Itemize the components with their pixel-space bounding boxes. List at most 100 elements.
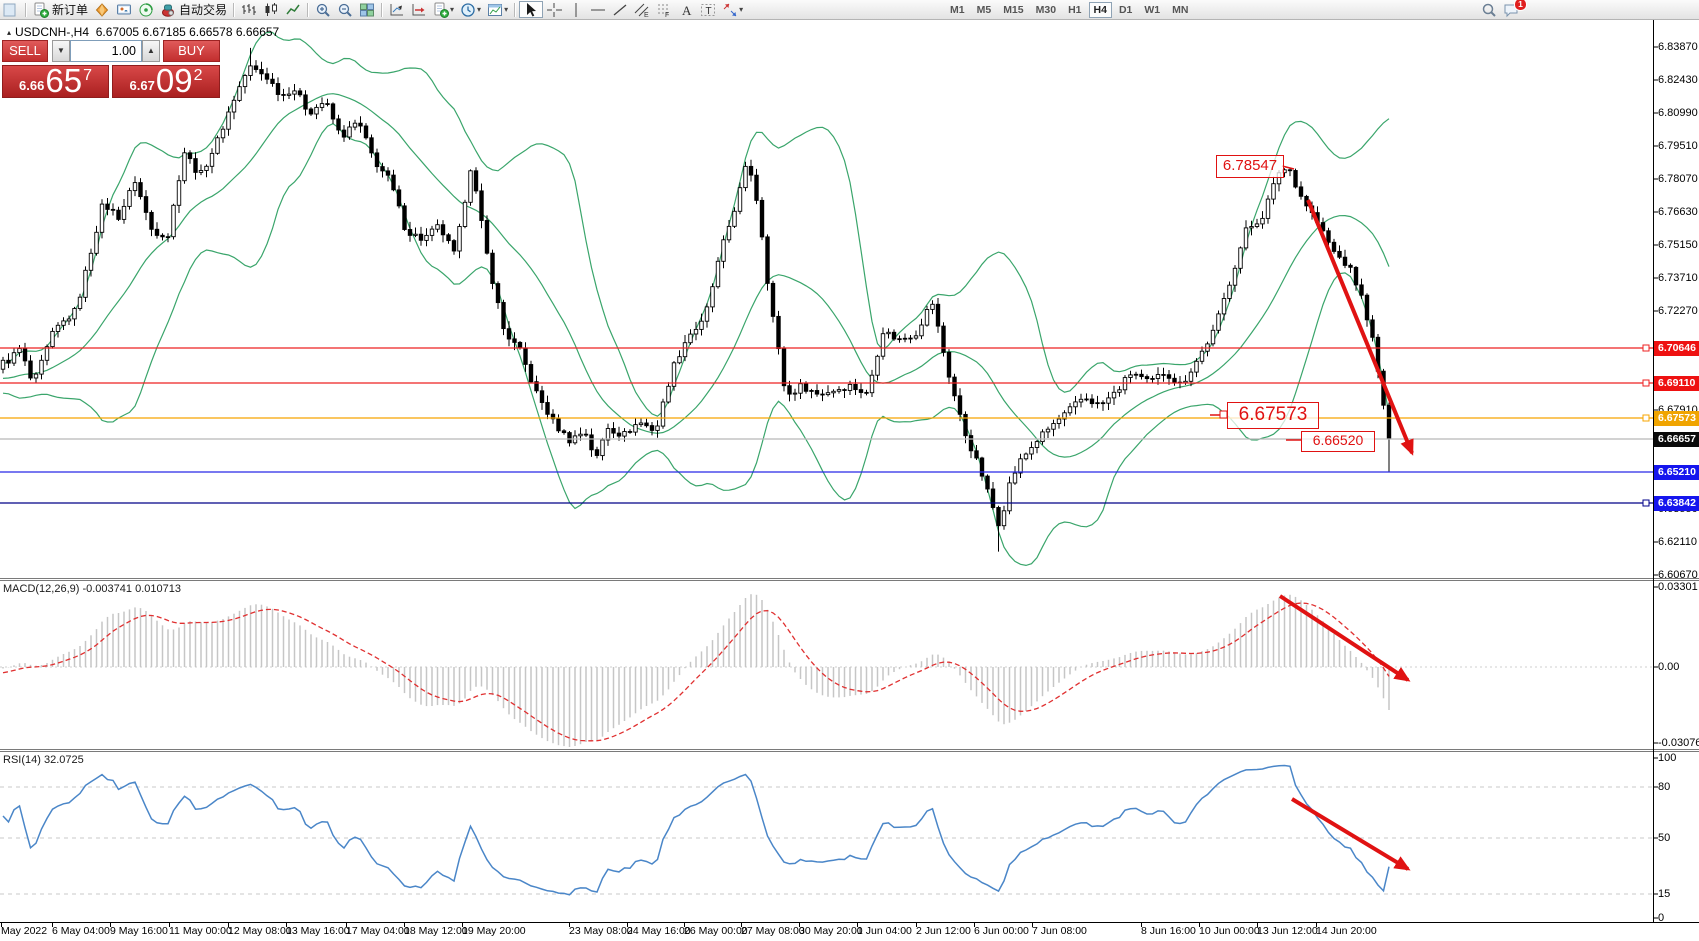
zoom-in-button[interactable] (312, 0, 334, 19)
sell-button[interactable]: SELL (2, 40, 48, 62)
trendline-button[interactable] (609, 0, 631, 19)
candlestick-chart-button[interactable] (260, 0, 282, 19)
x-axis-label: 13 Jun 12:00 (1257, 925, 1318, 937)
timeframe-toolbar: M1 M5 M15 M30 H1 H4 D1 W1 MN (944, 0, 1194, 19)
svg-text:F: F (665, 12, 669, 18)
add-indicator-button[interactable]: ▾ (430, 0, 457, 19)
chart-ohlc-values: 6.67005 6.67185 6.66578 6.66657 (95, 25, 280, 39)
macd-axis-label: 0.03301 (1658, 581, 1698, 593)
y-axis-label: 6.60670 (1658, 569, 1698, 581)
indicators-list-icon[interactable] (91, 0, 113, 19)
chart-symbol-period: USDCNH-,H4 (15, 25, 90, 39)
x-axis-label: 11 May 00:00 (169, 925, 232, 937)
timeframe-d1-button[interactable]: D1 (1118, 3, 1133, 16)
y-axis-label: 6.82430 (1658, 74, 1698, 86)
chart-shift-button[interactable] (408, 0, 430, 19)
svg-text:E: E (644, 12, 649, 18)
toolbar-left-group: 新订单 自动交易 ▾ ▾ ▾ E F A T ▾ (0, 0, 746, 19)
market-watch-icon[interactable] (113, 0, 135, 19)
line-chart-button[interactable] (282, 0, 304, 19)
auto-scroll-button[interactable] (386, 0, 408, 19)
timeframe-w1-button[interactable]: W1 (1144, 3, 1161, 16)
x-axis-label: 26 May 00:00 (684, 925, 748, 937)
tile-windows-button[interactable] (356, 0, 378, 19)
search-icon[interactable] (1478, 0, 1500, 19)
toolbar-right-group: 1 (1478, 0, 1527, 19)
toolbar-separator (381, 2, 384, 17)
x-axis-label: 23 May 08:00 (569, 925, 633, 937)
notifications-icon[interactable]: 1 (1500, 0, 1527, 19)
crosshair-button[interactable] (543, 0, 565, 19)
timeframe-h4-button[interactable]: H4 (1088, 1, 1112, 18)
macd-axis-label: 0.00 (1658, 661, 1680, 673)
svg-text:A: A (682, 3, 692, 18)
one-click-top-row: SELL ▼ 1.00 ▲ BUY (2, 40, 220, 62)
price-annotation[interactable]: 6.78547 (1216, 155, 1284, 178)
x-axis-label: 1 Jun 04:00 (857, 925, 912, 937)
symbol-marker-icon: ▴ (7, 28, 12, 37)
y-axis-label: 6.79510 (1658, 140, 1698, 152)
x-axis-label: 18 May 12:00 (404, 925, 468, 937)
x-axis-label: 10 Jun 00:00 (1199, 925, 1260, 937)
timeframe-m15-button[interactable]: M15 (1003, 3, 1024, 16)
arrows-button[interactable]: ▾ (719, 0, 746, 19)
price-annotation[interactable]: 6.67573 (1227, 402, 1319, 429)
vertical-line-button[interactable] (565, 0, 587, 19)
timeframe-m30-button[interactable]: M30 (1035, 3, 1057, 16)
x-axis-label: 6 Jun 00:00 (974, 925, 1029, 937)
svg-text:T: T (706, 6, 712, 17)
text-button[interactable]: A (675, 0, 697, 19)
y-axis-label: 6.62110 (1658, 536, 1697, 548)
x-axis-label: 9 May 16:00 (110, 925, 168, 937)
buy-price-pip: 2 (193, 67, 203, 84)
volume-decrease-button[interactable]: ▼ (52, 40, 70, 62)
x-axis-label: 13 May 16:00 (286, 925, 350, 937)
toolbar-separator (307, 2, 310, 17)
x-axis-label: 19 May 20:00 (462, 925, 526, 937)
text-label-button[interactable]: T (697, 0, 719, 19)
chart-fragment-icon (0, 0, 22, 19)
price-tag: 6.63842 (1654, 496, 1699, 511)
price-annotation[interactable]: 6.66520 (1301, 431, 1375, 452)
volume-input[interactable]: 1.00 (70, 40, 142, 62)
buy-button[interactable]: BUY (163, 40, 220, 62)
sell-price-main: 65 (45, 62, 83, 99)
buy-price-button[interactable]: 6.67 09 2 (112, 64, 220, 98)
bar-chart-button[interactable] (238, 0, 260, 19)
chart-title: ▴ USDCNH-,H4 6.67005 6.67185 6.66578 6.66… (7, 25, 279, 39)
timeframe-h1-button[interactable]: H1 (1068, 3, 1082, 16)
buy-price-prefix: 6.67 (129, 78, 155, 93)
y-axis-label: 6.73710 (1658, 272, 1698, 284)
x-axis-label: 14 Jun 20:00 (1316, 925, 1377, 937)
timeframe-m1-button[interactable]: M1 (950, 3, 965, 16)
autotrading-button[interactable]: 自动交易 (157, 0, 230, 19)
rsi-indicator-label: RSI(14) 32.0725 (3, 754, 84, 766)
y-axis-label: 6.72270 (1658, 305, 1698, 317)
equidistant-channel-button[interactable]: E (631, 0, 653, 19)
periods-button[interactable]: ▾ (457, 0, 484, 19)
zoom-out-button[interactable] (334, 0, 356, 19)
x-axis-label: 2 Jun 12:00 (916, 925, 971, 937)
x-axis-label: 12 May 08:00 (228, 925, 292, 937)
signals-icon[interactable] (135, 0, 157, 19)
fibonacci-button[interactable]: F (653, 0, 675, 19)
sell-price-button[interactable]: 6.66 65 7 (2, 62, 109, 99)
templates-button[interactable]: ▾ (484, 0, 511, 19)
price-tag: 6.66657 (1654, 432, 1699, 447)
timeframe-m5-button[interactable]: M5 (976, 3, 992, 16)
y-axis-label: 6.78070 (1658, 173, 1698, 185)
timeframe-mn-button[interactable]: MN (1172, 3, 1189, 16)
cursor-button[interactable] (519, 1, 544, 18)
rsi-axis-label: 80 (1658, 781, 1671, 793)
sell-price-pip: 7 (83, 67, 92, 84)
new-order-button[interactable]: 新订单 (30, 0, 91, 19)
horizontal-line-button[interactable] (587, 0, 609, 19)
x-axis-label: 8 Jun 16:00 (1141, 925, 1196, 937)
x-axis-label: 30 May 20:00 (799, 925, 863, 937)
macd-axis-label: -0.030762 (1658, 737, 1699, 749)
volume-increase-button[interactable]: ▲ (142, 40, 160, 62)
price-tag: 6.65210 (1654, 465, 1699, 480)
main-toolbar: 新订单 自动交易 ▾ ▾ ▾ E F A T ▾ M1 M5 M15 M30 H1 H4 D1 W1 MN 1 (0, 0, 1699, 20)
